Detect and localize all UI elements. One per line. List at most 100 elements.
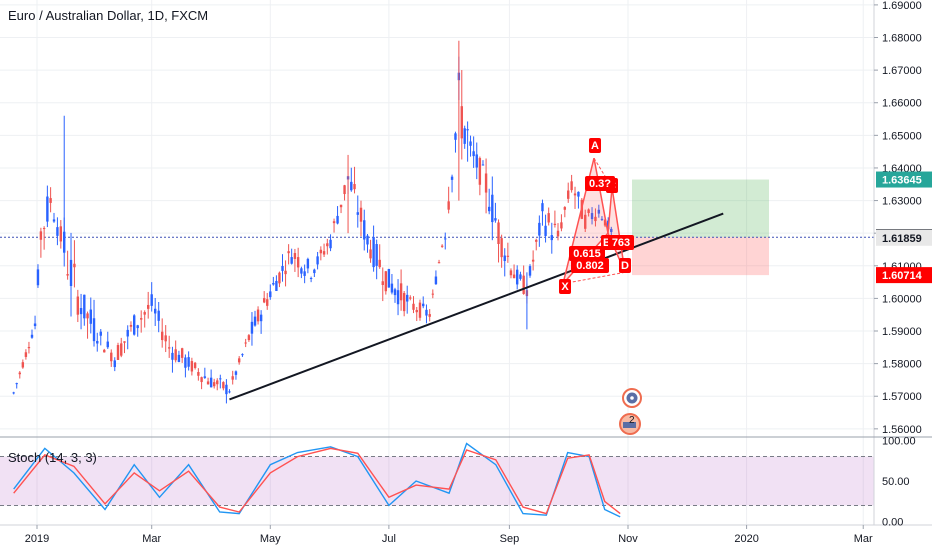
- candle-body: [27, 347, 31, 349]
- candle-body: [550, 235, 553, 241]
- tick-layer: 1.690001.680001.670001.660001.650001.640…: [25, 0, 922, 545]
- pattern-point-label: D: [621, 260, 629, 272]
- candle-body: [313, 269, 316, 274]
- price-tick-label: 1.56000: [882, 424, 922, 436]
- candle-body: [390, 283, 394, 293]
- pattern-ratio-label: 0.802: [576, 260, 604, 272]
- candle-body: [491, 194, 494, 223]
- profit-zone: [632, 179, 769, 238]
- stoch-band-layer: [0, 456, 874, 506]
- candle-body: [350, 181, 353, 191]
- candle-body: [431, 293, 435, 295]
- candle-body: [171, 352, 174, 360]
- candle-body: [506, 255, 510, 257]
- candle-body: [475, 154, 478, 168]
- earnings-event-icon[interactable]: [622, 388, 642, 408]
- time-tick-label: 2019: [25, 533, 49, 545]
- loss-zone: [632, 237, 769, 276]
- price-tick-label: 1.65000: [882, 130, 922, 142]
- candle-body: [512, 274, 516, 279]
- candle-body: [316, 256, 319, 265]
- candle-body: [250, 321, 254, 334]
- candle-body: [116, 345, 120, 360]
- candle-body: [544, 225, 547, 236]
- candle-body: [472, 151, 475, 157]
- candle-body: [363, 220, 366, 240]
- candle-body: [216, 380, 219, 385]
- price-tick-label: 1.60000: [882, 293, 922, 305]
- price-tick-label: 1.63000: [882, 196, 922, 208]
- candle-body: [69, 259, 73, 286]
- time-tick-label: Mar: [142, 533, 161, 545]
- candle-body: [140, 318, 143, 320]
- candle-body: [444, 238, 447, 240]
- candle-body: [147, 304, 150, 309]
- candle-body: [33, 323, 37, 327]
- candle-body: [160, 331, 164, 341]
- candle-body: [353, 184, 356, 190]
- candle-body: [563, 207, 567, 210]
- stoch-series-line: [13, 447, 621, 515]
- candle-body: [39, 231, 43, 240]
- candle-body: [329, 239, 332, 249]
- candle-body: [83, 294, 86, 319]
- candle-body: [484, 173, 488, 193]
- candle-body: [375, 244, 378, 266]
- candle-body: [515, 269, 519, 285]
- candle-body: [143, 312, 146, 315]
- candle-body: [309, 278, 313, 280]
- candle-body: [136, 325, 139, 329]
- candle-body: [322, 251, 326, 255]
- candle-body: [522, 275, 525, 294]
- pattern-point-label: B: [603, 237, 611, 249]
- candle-body: [412, 303, 415, 310]
- candle-body: [396, 290, 400, 305]
- chart-title: Euro / Australian Dollar, 1D, FXCM: [8, 8, 208, 23]
- candle-body: [190, 361, 194, 372]
- candle-body: [487, 206, 491, 212]
- candle-body: [228, 391, 231, 393]
- candle-body: [209, 377, 213, 388]
- candle-body: [422, 303, 425, 307]
- candle-body: [30, 334, 34, 338]
- pattern-ratio-tag: [569, 246, 605, 261]
- position-layer: [0, 179, 874, 276]
- candle-body: [272, 282, 275, 285]
- candle-body: [556, 230, 560, 237]
- candle-body: [225, 384, 228, 395]
- price-axis-tag-label: 1.60714: [882, 270, 923, 282]
- candle-body: [590, 213, 594, 220]
- candle-body: [290, 257, 293, 264]
- candle-body: [481, 164, 485, 166]
- pattern-point-label: A: [591, 140, 599, 152]
- candle-body: [259, 314, 263, 322]
- candle-body: [66, 274, 69, 276]
- candle-body: [177, 354, 181, 362]
- candle-body: [573, 193, 577, 196]
- candle-body: [560, 222, 563, 229]
- icon-layer: [619, 388, 642, 435]
- candle-body: [73, 263, 76, 268]
- candle-body: [399, 283, 403, 301]
- candle-body: [454, 133, 457, 140]
- candle-body: [356, 212, 359, 215]
- pattern-ratio-tag: [608, 235, 634, 250]
- candle-body: [463, 128, 466, 144]
- candle-body: [597, 209, 601, 214]
- candle-body: [180, 348, 184, 358]
- candle-body: [36, 269, 40, 286]
- candle-body: [275, 280, 278, 291]
- candle-body: [278, 272, 281, 284]
- candle-body: [21, 362, 25, 368]
- candle-body: [450, 176, 454, 180]
- price-tick-label: 1.68000: [882, 33, 922, 45]
- candle-body: [406, 294, 409, 302]
- stoch-band: [0, 456, 874, 506]
- candle-body: [402, 293, 406, 312]
- candle-body: [434, 276, 438, 285]
- candle-body: [49, 198, 52, 203]
- candle-body: [381, 281, 384, 285]
- candle-body: [92, 318, 96, 342]
- economic-event-icon[interactable]: [619, 413, 641, 435]
